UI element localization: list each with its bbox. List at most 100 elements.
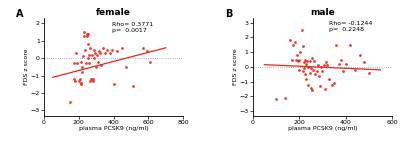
Text: B: B [225, 9, 232, 19]
Point [302, 58, 308, 61]
Point [98, 64, 105, 66]
Point [76, 78, 83, 80]
Point [319, 70, 326, 73]
Point [114, 50, 120, 52]
Point [87, 79, 93, 82]
Point [85, 57, 92, 59]
Point [326, 78, 332, 80]
Point [361, 61, 367, 64]
Point [96, 52, 103, 54]
Point [303, 63, 309, 65]
Point [122, 66, 129, 68]
Point [82, 48, 88, 51]
Point [338, 58, 344, 61]
Point [74, 62, 80, 65]
Point [316, 74, 322, 77]
Point [324, 64, 330, 67]
Point [130, 85, 136, 87]
Point [82, 62, 89, 65]
Point [81, 34, 87, 37]
Point [366, 72, 372, 74]
Point [107, 52, 113, 54]
Point [331, 82, 337, 84]
Point [110, 83, 117, 85]
Text: Rho= -0.1244
p=  0.2248: Rho= -0.1244 p= 0.2248 [329, 21, 373, 32]
Point [342, 63, 349, 65]
Text: A: A [16, 9, 24, 19]
Point [300, 45, 306, 47]
Point [72, 79, 78, 82]
Text: Rho= 0.3771
p=  0.0017: Rho= 0.3771 p= 0.0017 [112, 22, 153, 33]
Point [302, 73, 308, 75]
Point [323, 61, 329, 64]
Point [67, 100, 73, 103]
Point [314, 70, 320, 73]
Point [317, 85, 323, 87]
Point [295, 60, 301, 62]
Point [147, 60, 153, 63]
Point [90, 57, 97, 59]
Point [290, 44, 296, 46]
Point [320, 64, 327, 67]
Point [77, 60, 84, 63]
Point [306, 60, 313, 62]
Point [84, 33, 90, 35]
Point [90, 78, 96, 80]
Y-axis label: FDS z score: FDS z score [233, 49, 238, 85]
Point [109, 48, 115, 51]
Point [318, 66, 324, 68]
Point [305, 66, 312, 68]
Point [85, 43, 92, 45]
Point [289, 58, 296, 61]
X-axis label: plasma PCSK9 (ng/ml): plasma PCSK9 (ng/ml) [79, 126, 148, 131]
Point [102, 52, 108, 54]
Point [92, 52, 98, 54]
Point [340, 70, 346, 73]
Point [100, 47, 106, 49]
Point [308, 67, 314, 70]
Point [309, 89, 315, 92]
Point [301, 67, 307, 70]
Point [312, 73, 319, 75]
Point [294, 54, 300, 56]
Point [306, 72, 313, 74]
Point [300, 70, 306, 73]
Point [87, 47, 93, 49]
Point [347, 44, 354, 46]
Point [328, 83, 335, 86]
Point [273, 98, 279, 100]
Point [71, 78, 78, 80]
Point [73, 52, 79, 54]
Point [79, 71, 86, 73]
Point [336, 63, 342, 65]
Point [311, 60, 318, 62]
Point [287, 39, 293, 41]
Point [296, 58, 302, 61]
Title: male: male [310, 9, 335, 17]
Point [296, 69, 302, 71]
Point [333, 44, 340, 46]
Point [86, 54, 92, 56]
Point [89, 54, 95, 56]
Point [104, 48, 110, 51]
Point [94, 54, 100, 56]
Point [80, 55, 86, 58]
Point [93, 66, 99, 68]
Point [292, 58, 299, 61]
Point [303, 78, 309, 80]
Point [310, 69, 316, 71]
Point [78, 83, 85, 85]
Point [298, 29, 305, 31]
Point [291, 41, 298, 43]
Point [76, 79, 82, 82]
Point [322, 88, 328, 90]
Point [308, 86, 314, 89]
Point [90, 79, 96, 82]
Point [96, 50, 102, 52]
Point [301, 61, 307, 64]
Point [84, 34, 90, 37]
Point [304, 60, 310, 62]
Point [84, 33, 91, 35]
Point [91, 48, 98, 51]
Point [309, 57, 315, 59]
